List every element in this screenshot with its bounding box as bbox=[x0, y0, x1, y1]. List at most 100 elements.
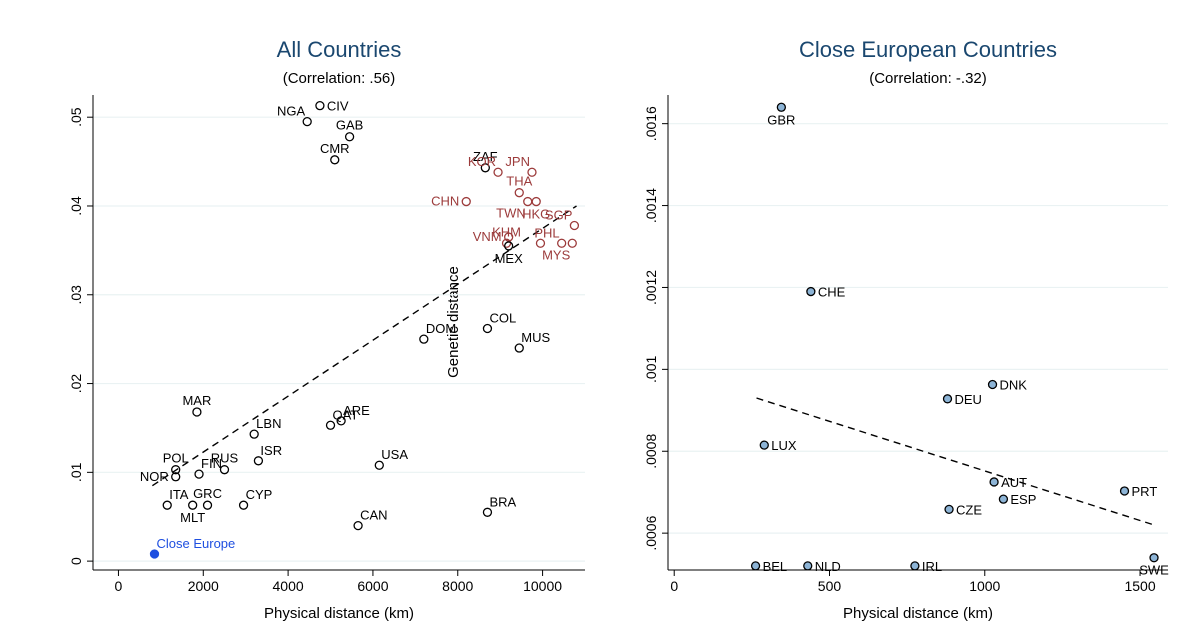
point-label: KHM bbox=[492, 224, 521, 239]
point-label: TWN bbox=[496, 206, 526, 221]
data-point bbox=[942, 394, 953, 404]
data-point bbox=[504, 232, 514, 242]
x-tick-label: 1000 bbox=[969, 578, 1000, 594]
point-label: CHE bbox=[818, 285, 846, 300]
point-label: MUS bbox=[521, 330, 550, 345]
point-label: IRL bbox=[922, 559, 942, 574]
data-point bbox=[989, 477, 999, 487]
point-label: SGP bbox=[545, 208, 572, 223]
data-point bbox=[535, 238, 546, 248]
panel-all-countries: All Countries (Correlation: .56) Physica… bbox=[68, 37, 585, 622]
data-point bbox=[493, 167, 503, 177]
point-label: MYS bbox=[542, 247, 571, 262]
data-point bbox=[315, 101, 325, 111]
data-point bbox=[219, 465, 230, 475]
point-label: CZE bbox=[956, 502, 982, 517]
data-point bbox=[461, 196, 471, 207]
point-label: MAR bbox=[182, 393, 211, 408]
data-point bbox=[514, 188, 524, 198]
data-point bbox=[944, 504, 954, 515]
point-label: COL bbox=[489, 311, 516, 326]
data-point bbox=[569, 220, 580, 231]
point-label: CIV bbox=[327, 99, 349, 114]
chart-subtitle: (Correlation: -.32) bbox=[869, 70, 987, 87]
data-point bbox=[419, 334, 429, 344]
x-axis-label: Physical distance (km) bbox=[264, 605, 414, 622]
y-tick-label: .0008 bbox=[643, 434, 659, 469]
y-tick-label: .0016 bbox=[643, 106, 659, 141]
x-tick-label: 1500 bbox=[1124, 578, 1155, 594]
data-point bbox=[188, 500, 198, 510]
data-point bbox=[482, 507, 493, 517]
point-label: MLT bbox=[180, 510, 205, 525]
data-point bbox=[192, 407, 202, 417]
point-label: FIN bbox=[201, 456, 222, 471]
point-label: SWE bbox=[1139, 563, 1169, 578]
data-point bbox=[336, 416, 346, 426]
data-point bbox=[567, 238, 577, 248]
point-label: CYP bbox=[246, 487, 273, 502]
data-point bbox=[776, 102, 787, 112]
y-tick-label: .001 bbox=[643, 356, 659, 383]
point-label: PRT bbox=[1132, 484, 1158, 499]
point-label: LUX bbox=[771, 438, 797, 453]
y-tick-label: .05 bbox=[68, 107, 84, 127]
y-tick-label: .02 bbox=[68, 374, 84, 394]
y-tick-label: .03 bbox=[68, 285, 84, 305]
point-label: QAT bbox=[333, 407, 359, 422]
data-point bbox=[750, 561, 761, 571]
data-point bbox=[806, 286, 816, 297]
point-label: PHL bbox=[534, 225, 559, 240]
x-tick-label: 0 bbox=[670, 578, 678, 594]
point-label: NOR bbox=[140, 469, 169, 484]
point-label: DEU bbox=[955, 392, 982, 407]
data-point bbox=[1149, 553, 1159, 563]
point-label: USA bbox=[381, 447, 408, 462]
point-label: BRA bbox=[489, 494, 516, 509]
data-point bbox=[482, 323, 493, 334]
point-label: AUT bbox=[1001, 475, 1027, 490]
data-point bbox=[374, 460, 384, 470]
data-point bbox=[202, 500, 213, 510]
data-point bbox=[514, 343, 524, 353]
data-point bbox=[527, 167, 537, 177]
data-point bbox=[171, 465, 181, 475]
point-label: ESP bbox=[1010, 492, 1036, 507]
point-label: GBR bbox=[767, 112, 795, 127]
point-label: ZAF bbox=[473, 149, 498, 164]
data-point bbox=[998, 494, 1009, 504]
point-label: Close Europe bbox=[157, 536, 236, 551]
data-point bbox=[557, 238, 567, 248]
data-point bbox=[253, 456, 264, 466]
y-tick-label: .0012 bbox=[643, 270, 659, 305]
data-point bbox=[302, 116, 312, 127]
x-tick-label: 4000 bbox=[273, 578, 304, 594]
point-label: RUS bbox=[211, 451, 239, 466]
point-label: LBN bbox=[256, 416, 281, 431]
point-label: GAB bbox=[336, 118, 363, 133]
x-tick-label: 500 bbox=[818, 578, 842, 594]
data-point bbox=[238, 500, 249, 510]
point-label: HKG bbox=[522, 207, 550, 222]
data-point bbox=[523, 196, 533, 207]
point-label: ISR bbox=[260, 443, 282, 458]
x-tick-label: 10000 bbox=[523, 578, 562, 594]
y-tick-label: .01 bbox=[68, 462, 84, 482]
data-point bbox=[353, 520, 363, 531]
data-point bbox=[504, 241, 514, 251]
fit-line bbox=[756, 397, 1155, 526]
point-label: CMR bbox=[320, 141, 350, 156]
data-point bbox=[1119, 486, 1130, 496]
y-tick-label: .0006 bbox=[643, 515, 659, 550]
y-tick-label: 0 bbox=[68, 557, 84, 565]
data-point bbox=[249, 429, 259, 439]
panel-close-european: Close European Countries (Correlation: -… bbox=[643, 37, 1169, 622]
x-tick-label: 6000 bbox=[357, 578, 388, 594]
data-point bbox=[910, 561, 920, 571]
point-label: CAN bbox=[360, 508, 387, 523]
x-tick-label: 8000 bbox=[442, 578, 473, 594]
data-point bbox=[759, 440, 769, 450]
data-point bbox=[480, 163, 490, 173]
point-label: KOR bbox=[468, 154, 496, 169]
